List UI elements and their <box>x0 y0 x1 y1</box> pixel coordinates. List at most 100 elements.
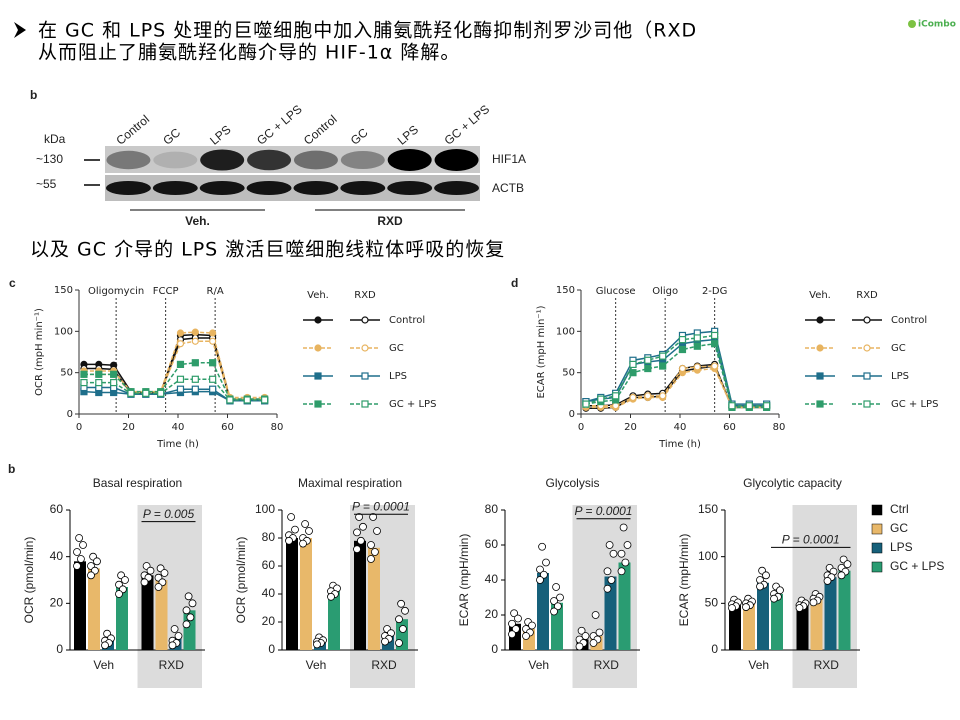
p-value: P = 0.0001 <box>782 533 840 547</box>
data-point <box>287 513 296 521</box>
y-tick-label: 80 <box>485 502 499 516</box>
band <box>153 151 198 169</box>
data-point <box>603 567 612 576</box>
x-tick-label: 0 <box>578 422 584 433</box>
x-tick-label: 80 <box>271 422 284 433</box>
annotation: Glucose <box>596 286 636 297</box>
bar <box>838 570 851 650</box>
y-tick-label: 0 <box>56 642 63 656</box>
marker <box>361 316 369 324</box>
band <box>152 181 198 195</box>
bar <box>328 591 340 650</box>
x-tick-label: 0 <box>76 422 82 433</box>
bar <box>729 605 741 650</box>
data-point <box>837 571 846 580</box>
band <box>199 181 245 195</box>
data-point <box>79 541 87 549</box>
data-point <box>552 583 560 591</box>
data-point <box>756 582 764 591</box>
data-point <box>154 583 163 591</box>
data-point <box>605 541 614 549</box>
data-point <box>556 593 564 602</box>
data-point <box>512 625 520 633</box>
marker <box>127 389 135 397</box>
legend-label: LPS <box>891 371 909 382</box>
legend-swatch <box>871 561 883 573</box>
data-point <box>313 640 321 649</box>
marker <box>361 400 369 408</box>
data-point <box>140 578 149 587</box>
marker <box>209 329 217 337</box>
marker <box>711 340 719 348</box>
y-tick-label: 0 <box>268 642 275 656</box>
band <box>340 150 385 170</box>
lane-label: GC + LPS <box>442 102 493 148</box>
marker <box>644 356 652 364</box>
data-point <box>353 528 361 537</box>
marker <box>659 362 667 370</box>
data-point <box>809 598 818 607</box>
p-value: P = 0.005 <box>143 507 195 521</box>
legend-label: LPS <box>389 371 407 382</box>
data-point <box>301 520 310 528</box>
data-point <box>121 576 129 584</box>
data-point <box>174 632 183 640</box>
legend-label: GC + LPS <box>389 399 436 410</box>
data-point <box>621 558 630 567</box>
bar <box>300 538 312 650</box>
marker <box>763 402 771 410</box>
y-tick-label: 60 <box>485 537 499 551</box>
data-point <box>536 565 544 574</box>
x-axis-label: Time (h) <box>156 439 199 450</box>
legend-label: Ctrl <box>890 502 909 516</box>
y-tick-label: 60 <box>50 502 64 516</box>
data-point <box>355 513 364 521</box>
data-point <box>381 637 389 646</box>
y-tick-label: 150 <box>54 285 73 296</box>
marker <box>678 336 687 344</box>
band <box>387 149 432 171</box>
data-point <box>87 571 95 580</box>
x-tick-label: Veh <box>748 658 769 672</box>
y-tick-label: 50 <box>562 368 575 379</box>
marker <box>314 344 322 352</box>
marker <box>176 375 185 383</box>
x-tick-label: Veh <box>93 658 114 672</box>
data-point <box>554 602 562 611</box>
annotation: Oligomycin <box>88 286 144 297</box>
x-axis-label: Time (h) <box>658 439 701 450</box>
data-point <box>508 619 516 628</box>
marker <box>629 360 637 368</box>
data-point <box>595 628 604 637</box>
marker <box>612 392 620 400</box>
y-tick-label: 0 <box>711 642 718 656</box>
data-point <box>542 558 550 567</box>
lane-label: GC + LPS <box>254 102 305 148</box>
bar <box>368 547 380 650</box>
legend-label: LPS <box>890 540 913 554</box>
bar <box>810 598 823 650</box>
marker <box>176 385 185 393</box>
marker <box>110 370 118 378</box>
panel-letter: d <box>511 276 518 290</box>
legend-label: GC + LPS <box>890 559 944 573</box>
data-point <box>188 599 197 608</box>
y-tick-label: 100 <box>255 502 275 516</box>
marker <box>863 400 871 408</box>
y-tick-label: 100 <box>556 326 575 337</box>
bar <box>743 603 755 650</box>
data-point <box>591 611 600 619</box>
data-point <box>398 625 407 633</box>
bar <box>618 562 631 650</box>
legend-column: RXD <box>856 290 878 301</box>
data-point <box>619 523 628 532</box>
data-point <box>728 604 736 612</box>
panel-letter: c <box>9 276 16 290</box>
marker <box>629 393 637 402</box>
lane-label: Control <box>113 112 152 148</box>
marker <box>693 342 701 350</box>
data-point <box>182 620 191 629</box>
legend-swatch <box>871 504 883 516</box>
marker <box>314 400 322 408</box>
